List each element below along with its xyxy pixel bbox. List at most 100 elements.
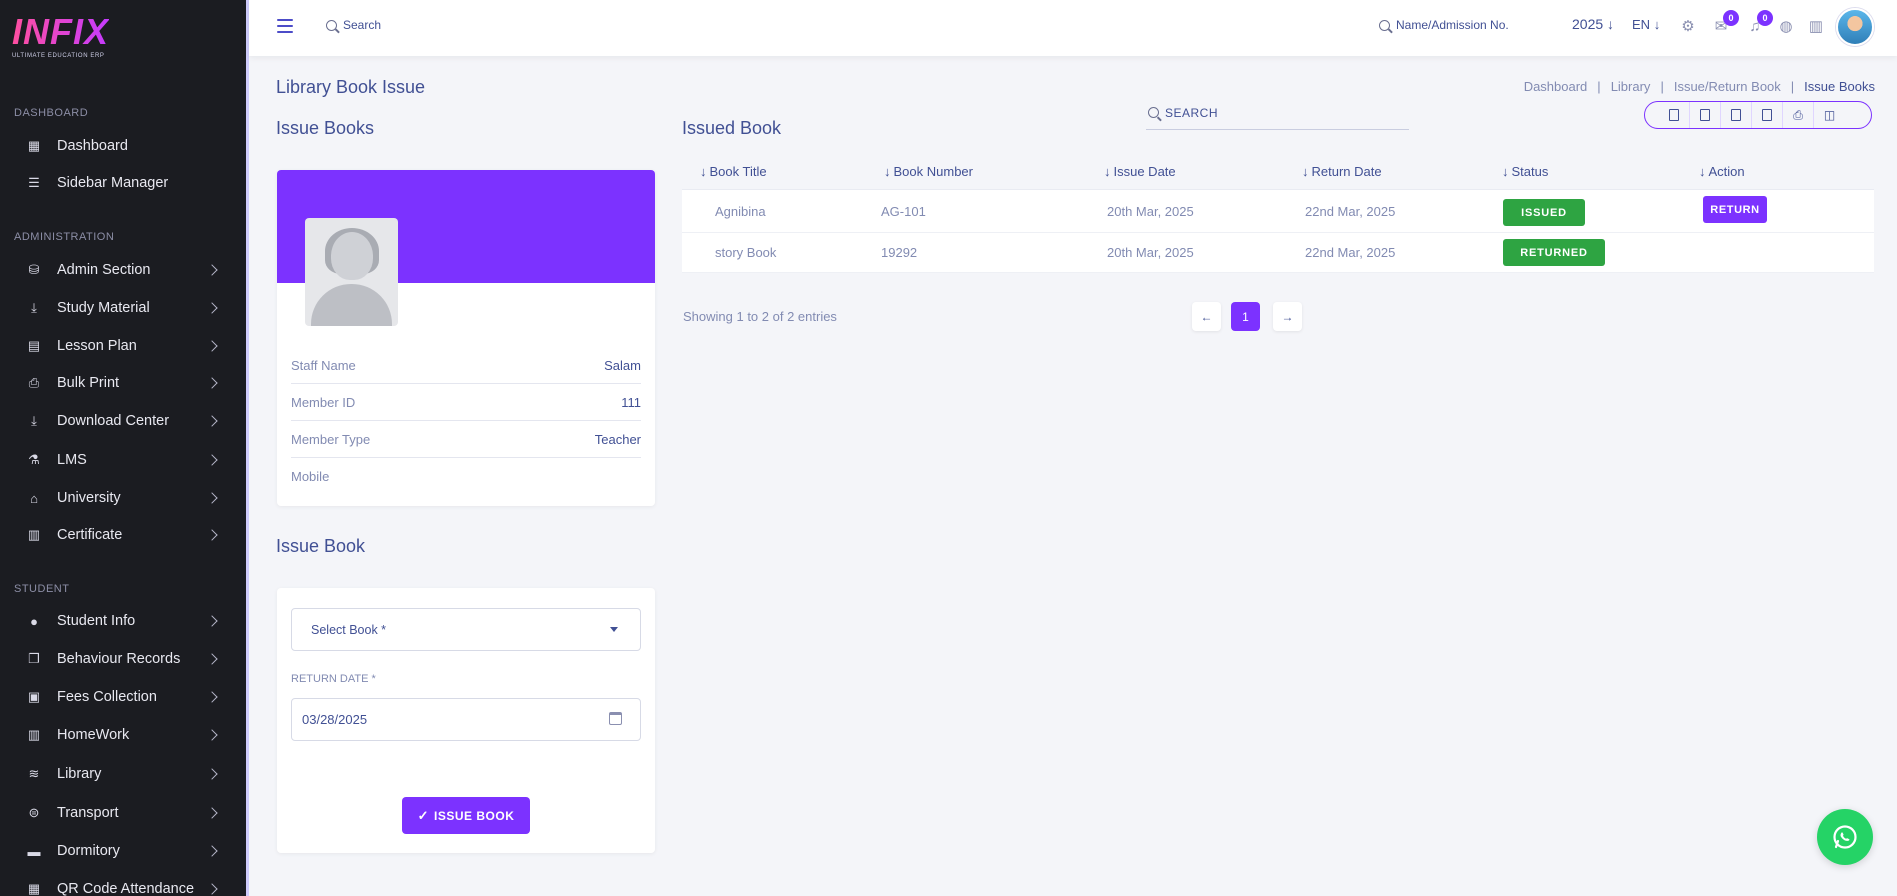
copy-icon — [1669, 109, 1679, 121]
column-label: Action — [1708, 164, 1745, 179]
sidebar-item-homework[interactable]: ▥ HomeWork — [0, 720, 240, 750]
sort-arrow-icon: ↓ — [1302, 164, 1309, 179]
sidebar-item-lesson-plan[interactable]: ▤ Lesson Plan — [0, 331, 240, 361]
info-row-member-id: Member ID 111 — [291, 384, 641, 420]
brand-logo[interactable]: INFIX ULTIMATE EDUCATION ERP — [12, 14, 109, 60]
return-date-input[interactable]: 03/28/2025 — [291, 698, 641, 741]
top-header: Search Name/Admission No. 2025 ↓ EN ↓ ⚙ … — [249, 0, 1897, 56]
admin-icon: ⛁ — [28, 262, 40, 277]
column-header-book-number[interactable]: ↓ Book Number — [884, 164, 973, 179]
user-avatar[interactable] — [1836, 8, 1874, 46]
pdf-icon — [1762, 109, 1772, 121]
pagination-next[interactable]: → — [1273, 302, 1302, 331]
cell-return-date: 22nd Mar, 2025 — [1305, 245, 1396, 260]
info-row-staff-name: Staff Name Salam — [291, 347, 641, 383]
sidebar-item-qr-code-attendance[interactable]: ▦ QR Code Attendance — [0, 874, 240, 896]
csv-button[interactable] — [1721, 102, 1752, 128]
sidebar-item-lms[interactable]: ⚗ LMS — [0, 445, 240, 475]
header-search-label: Search — [343, 18, 382, 32]
chevron-right-icon — [206, 729, 218, 741]
sidebar-item-label: Study Material — [57, 300, 150, 316]
sidebar-item-label: Download Center — [57, 413, 170, 429]
language-value: EN — [1632, 17, 1651, 32]
profile-photo — [305, 218, 398, 326]
excel-button[interactable] — [1690, 102, 1721, 128]
chart-icon[interactable]: ▥ — [1808, 18, 1824, 35]
whatsapp-chat-button[interactable] — [1817, 809, 1873, 865]
issue-book-heading: Issue Book — [276, 536, 366, 556]
chevron-right-icon — [206, 529, 218, 541]
student-search[interactable]: Name/Admission No. — [1379, 18, 1509, 32]
cell-issue-date: 20th Mar, 2025 — [1107, 204, 1194, 219]
sidebar-item-label: Dashboard — [57, 138, 128, 154]
sidebar-scrollbar[interactable] — [246, 0, 249, 896]
breadcrumb-separator: | — [1597, 79, 1601, 94]
column-visibility-button[interactable]: ◫ — [1814, 102, 1845, 128]
sidebar-item-download-center[interactable]: ⤓ Download Center — [0, 406, 240, 436]
globe-icon[interactable]: ◍ — [1779, 18, 1793, 35]
sidebar-item-behaviour-records[interactable]: ❐ Behaviour Records — [0, 644, 240, 674]
breadcrumb-issue-return[interactable]: Issue/Return Book — [1673, 79, 1781, 94]
issued-books-table: ↓ Book Title ↓ Book Number ↓ Issue Date ↓ Re… — [682, 150, 1874, 273]
printer-icon: ⎙ — [1793, 107, 1803, 122]
robot-icon[interactable]: ⚙ — [1681, 18, 1695, 35]
breadcrumb: Dashboard | Library | Issue/Return Book … — [1524, 79, 1875, 94]
table-entries-info: Showing 1 to 2 of 2 entries — [683, 309, 837, 324]
cell-book-title: Agnibina — [715, 204, 766, 219]
table-row: Agnibina AG-101 20th Mar, 2025 22nd Mar,… — [682, 190, 1874, 233]
sidebar-item-transport[interactable]: ⊜ Transport — [0, 798, 240, 828]
sidebar-item-study-material[interactable]: ⤓ Study Material — [0, 293, 240, 323]
divider — [291, 383, 641, 384]
sort-arrow-icon: ↓ — [1699, 164, 1706, 179]
column-header-book-title[interactable]: ↓ Book Title — [700, 164, 767, 179]
select-book-dropdown[interactable]: Select Book * — [291, 608, 641, 651]
column-header-issue-date[interactable]: ↓ Issue Date — [1104, 164, 1176, 179]
sidebar-item-library[interactable]: ≋ Library — [0, 759, 240, 789]
sidebar-item-sidebar-manager[interactable]: ☰ Sidebar Manager — [0, 168, 240, 198]
return-button[interactable]: RETURN — [1703, 196, 1767, 223]
sidebar-item-label: Library — [57, 766, 102, 782]
table-search-input[interactable]: SEARCH — [1146, 96, 1409, 130]
info-key: Staff Name — [291, 357, 356, 373]
column-header-action[interactable]: ↓ Action — [1699, 164, 1745, 179]
issue-book-button[interactable]: ✓ ISSUE BOOK — [402, 797, 530, 834]
info-row-member-type: Member Type Teacher — [291, 421, 641, 457]
sidebar-item-dashboard[interactable]: ▦ Dashboard — [0, 131, 240, 161]
chevron-right-icon — [206, 415, 218, 427]
pagination-page[interactable]: 1 — [1231, 302, 1260, 331]
info-key: Member Type — [291, 431, 371, 447]
chat-icon[interactable]: ✉ 0 — [1711, 10, 1739, 36]
pagination-prev[interactable]: ← — [1192, 302, 1221, 331]
sidebar-item-certificate[interactable]: ▥ Certificate — [0, 520, 240, 550]
sidebar-item-fees-collection[interactable]: ▣ Fees Collection — [0, 682, 240, 712]
print-button[interactable]: ⎙ — [1783, 102, 1814, 128]
language-selector[interactable]: EN ↓ — [1632, 17, 1660, 32]
sidebar-item-label: Transport — [57, 805, 119, 821]
copy-button[interactable] — [1659, 102, 1690, 128]
breadcrumb-library[interactable]: Library — [1610, 79, 1651, 94]
arrow-down-icon: ↓ — [1653, 17, 1661, 32]
bell-icon[interactable]: ♫ 0 — [1745, 10, 1773, 36]
sidebar-item-dormitory[interactable]: ▬ Dormitory — [0, 836, 240, 866]
breadcrumb-dashboard[interactable]: Dashboard — [1523, 79, 1588, 94]
sidebar-item-admin-section[interactable]: ⛁ Admin Section — [0, 255, 240, 285]
info-value: Salam — [604, 357, 641, 373]
sidebar-item-bulk-print[interactable]: ⎙ Bulk Print — [0, 368, 240, 398]
pdf-button[interactable] — [1752, 102, 1783, 128]
header-search[interactable]: Search — [326, 18, 381, 32]
chevron-right-icon — [206, 454, 218, 466]
calendar-icon[interactable] — [609, 712, 622, 725]
sidebar-item-label: HomeWork — [57, 727, 130, 743]
year-selector[interactable]: 2025 ↓ — [1572, 16, 1614, 32]
hamburger-menu-icon[interactable] — [277, 19, 293, 33]
column-label: Issue Date — [1113, 164, 1176, 179]
column-header-return-date[interactable]: ↓ Return Date — [1302, 164, 1382, 179]
sidebar-item-label: Student Info — [57, 613, 136, 629]
sidebar-item-student-info[interactable]: ● Student Info — [0, 606, 240, 636]
column-header-status[interactable]: ↓ Status — [1502, 164, 1548, 179]
sidebar-item-university[interactable]: ⌂ University — [0, 483, 240, 513]
breadcrumb-current: Issue Books — [1804, 79, 1875, 94]
info-key: Member ID — [291, 394, 356, 410]
arrow-down-icon: ↓ — [1607, 16, 1615, 32]
issued-book-heading: Issued Book — [682, 118, 782, 138]
